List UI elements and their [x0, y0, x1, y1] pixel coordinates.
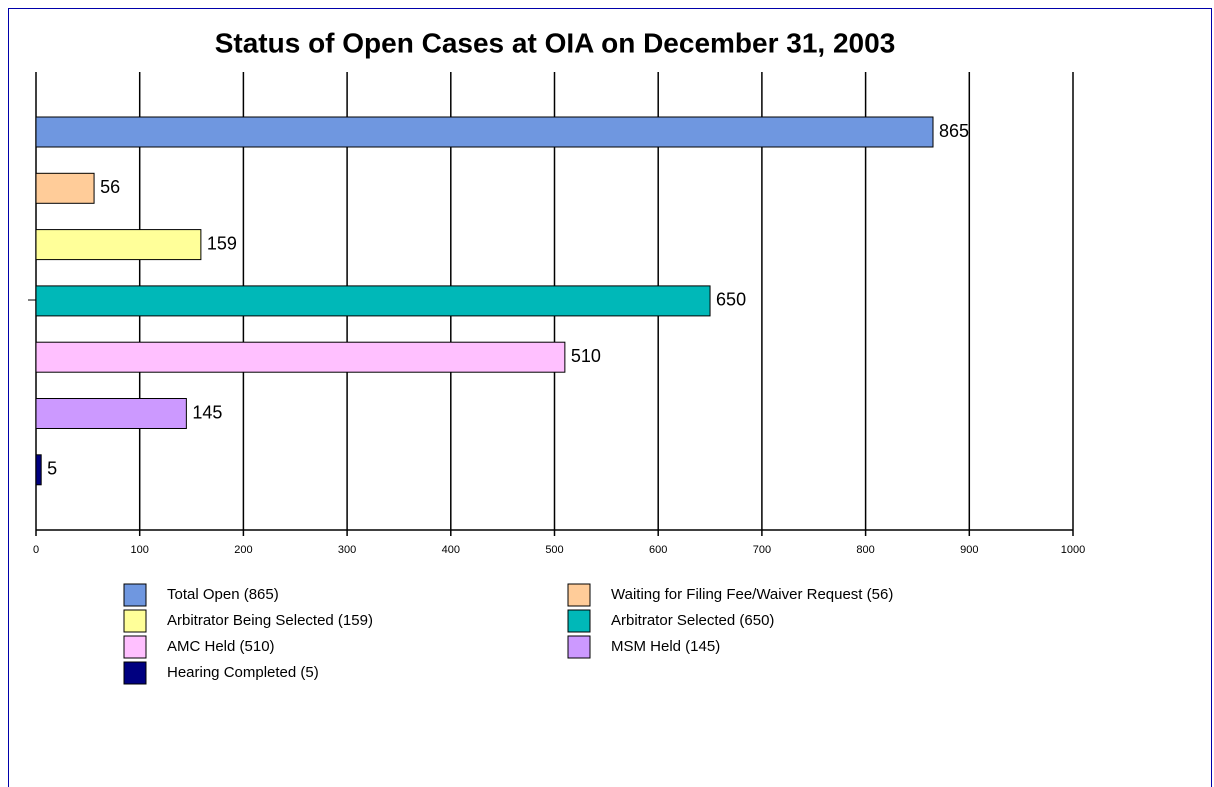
x-tick-label: 600 [649, 544, 667, 556]
bar [35, 172, 95, 204]
legend-swatch [123, 583, 147, 607]
legend-label: Total Open (865) [167, 586, 279, 603]
x-tick-label: 300 [338, 544, 356, 556]
legend-label: Hearing Completed (5) [167, 664, 319, 681]
legend-swatch [567, 609, 591, 633]
legend-swatch [123, 609, 147, 633]
chart-title: Status of Open Cases at OIA on December … [215, 27, 896, 58]
data-label: 5 [47, 459, 57, 479]
bar [35, 285, 711, 317]
bar [35, 398, 187, 429]
legend-label: AMC Held (510) [167, 638, 275, 655]
x-tick-label: 100 [131, 544, 149, 556]
data-label: 865 [939, 121, 969, 141]
data-label: 650 [716, 290, 746, 310]
frame [8, 8, 1212, 787]
bar [35, 116, 934, 148]
data-label: 159 [207, 233, 237, 253]
x-tick-label: 1000 [1061, 544, 1085, 556]
legend-label: Arbitrator Being Selected (159) [167, 612, 373, 629]
legend-swatch [123, 635, 147, 659]
legend-swatch [123, 661, 147, 685]
data-label: 510 [571, 346, 601, 366]
data-label: 56 [100, 177, 120, 197]
data-label: 145 [192, 402, 222, 422]
x-tick-label: 0 [33, 544, 39, 556]
legend-swatch [567, 583, 591, 607]
bar [35, 229, 202, 261]
legend-label: MSM Held (145) [611, 638, 720, 655]
x-tick-label: 500 [545, 544, 563, 556]
legend-label: Arbitrator Selected (650) [611, 612, 774, 629]
bar [35, 454, 42, 486]
legend-swatch [567, 635, 591, 659]
x-tick-label: 700 [753, 544, 771, 556]
legend-label: Waiting for Filing Fee/Waiver Request (5… [611, 586, 893, 603]
x-tick-label: 800 [856, 544, 874, 556]
x-tick-label: 200 [234, 544, 252, 556]
x-tick-label: 900 [960, 544, 978, 556]
x-tick-label: 400 [442, 544, 460, 556]
bar [35, 341, 566, 373]
